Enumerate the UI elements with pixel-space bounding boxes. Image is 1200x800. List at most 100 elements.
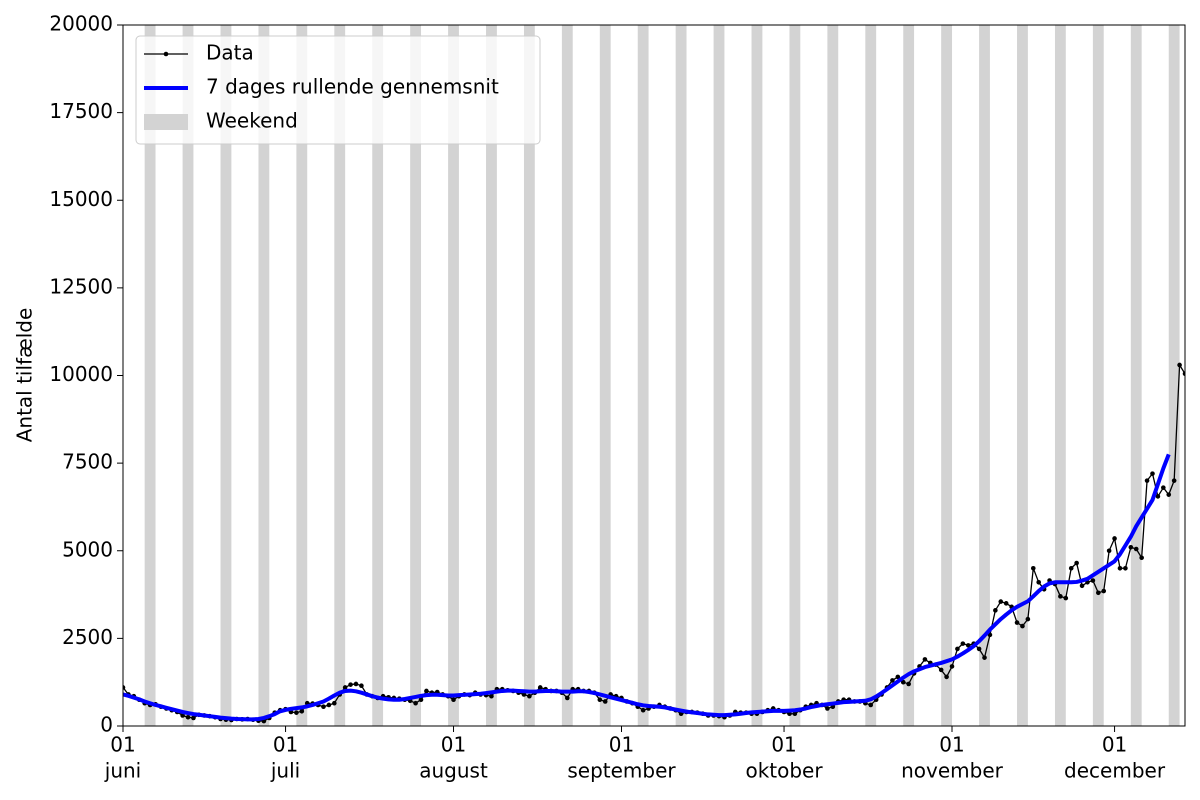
data-point [890, 678, 895, 683]
weekend-band [1092, 25, 1104, 726]
x-tick-label: 01 [441, 733, 466, 757]
data-point [1036, 579, 1042, 585]
data-point [424, 688, 429, 694]
data-point [900, 679, 906, 685]
data-point [640, 707, 646, 713]
data-point [1079, 583, 1085, 589]
data-point [191, 715, 196, 721]
legend-label: Data [206, 41, 254, 65]
data-point [332, 700, 337, 706]
y-axis-label: Antal tilfælde [13, 308, 37, 443]
data-point [965, 643, 971, 648]
x-tick-label: juli [270, 759, 300, 783]
weekend-band [182, 25, 194, 726]
x-tick-label: august [419, 759, 488, 783]
weekend-band [599, 25, 611, 726]
weekend-band [941, 25, 953, 726]
data-point [906, 681, 911, 687]
data-point [895, 674, 901, 680]
weekend-band [220, 25, 232, 726]
data-point [792, 711, 798, 717]
data-point [938, 667, 944, 673]
data-point [1096, 590, 1101, 596]
plot-frame [122, 24, 1186, 727]
x-tick-label: september [567, 759, 676, 783]
data-point [321, 704, 326, 710]
data-point [1025, 616, 1031, 622]
y-tick-label: 12500 [49, 274, 113, 298]
data-point [418, 697, 424, 703]
data-point [1177, 362, 1182, 368]
data-point [527, 693, 532, 699]
y-tick-label: 5000 [62, 537, 113, 561]
legend-label: Weekend [206, 109, 298, 133]
weekend-band [637, 25, 649, 726]
legend-label: 7 dages rullende gennemsnit [206, 75, 499, 99]
weekend-band [523, 25, 535, 726]
weekend-band [448, 25, 459, 726]
weekend-band [865, 25, 877, 726]
data-point [1171, 478, 1177, 483]
data-point [976, 646, 982, 652]
x-tick-label: 01 [110, 733, 135, 757]
data-point [353, 681, 359, 687]
data-point [537, 685, 543, 690]
data-point [982, 655, 987, 660]
data-point [998, 599, 1004, 604]
data-point [1128, 544, 1134, 550]
data-point [180, 713, 185, 718]
data-point [1106, 548, 1112, 554]
data-point [1161, 485, 1166, 490]
y-tick-label: 0 [100, 713, 113, 737]
data-point [1068, 565, 1074, 571]
data-point [597, 697, 603, 703]
weekend-band [751, 25, 763, 726]
weekend-band [1017, 25, 1028, 726]
data-point [1150, 471, 1155, 476]
y-tick-label: 10000 [49, 362, 113, 386]
x-tick-label: december [1064, 759, 1166, 783]
data-point [949, 664, 955, 669]
data-point [944, 674, 949, 680]
data-point [1144, 478, 1150, 483]
data-point [299, 708, 305, 714]
legend-box [135, 35, 541, 145]
y-tick-label: 20000 [49, 12, 113, 36]
legend-swatch [144, 114, 188, 130]
weekend-band [296, 25, 308, 726]
weekend-band [410, 25, 422, 726]
data-point [359, 683, 364, 688]
legend-marker [163, 51, 169, 57]
weekend-band [1054, 25, 1066, 726]
data-point [1101, 588, 1107, 594]
y-tick-label: 17500 [49, 99, 113, 123]
data-point [348, 682, 353, 687]
series-line [123, 453, 1171, 722]
weekend-band [979, 25, 990, 726]
y-tick-label: 2500 [62, 625, 113, 649]
weekend-band [372, 25, 384, 726]
y-tick-label: 15000 [49, 187, 113, 211]
x-tick-label: 01 [273, 733, 298, 757]
weekend-band [561, 25, 573, 726]
data-point [326, 702, 332, 708]
data-point [294, 710, 299, 715]
series-group [123, 362, 1185, 724]
data-point [955, 646, 960, 652]
weekend-band [334, 25, 346, 726]
data-point [1117, 565, 1123, 571]
weekend-band [1130, 25, 1142, 726]
weekend-band [713, 25, 725, 726]
data-point [1058, 594, 1063, 599]
weekend-band [258, 25, 270, 726]
data-point [451, 697, 456, 703]
data-point [1139, 555, 1144, 561]
data-point [960, 641, 966, 646]
y-tick-label: 7500 [62, 450, 113, 474]
data-point [1003, 601, 1009, 606]
x-tick-label: 01 [939, 733, 964, 757]
x-tick-label: 01 [609, 733, 634, 757]
data-point [1074, 560, 1079, 566]
weekend-band [789, 25, 801, 726]
